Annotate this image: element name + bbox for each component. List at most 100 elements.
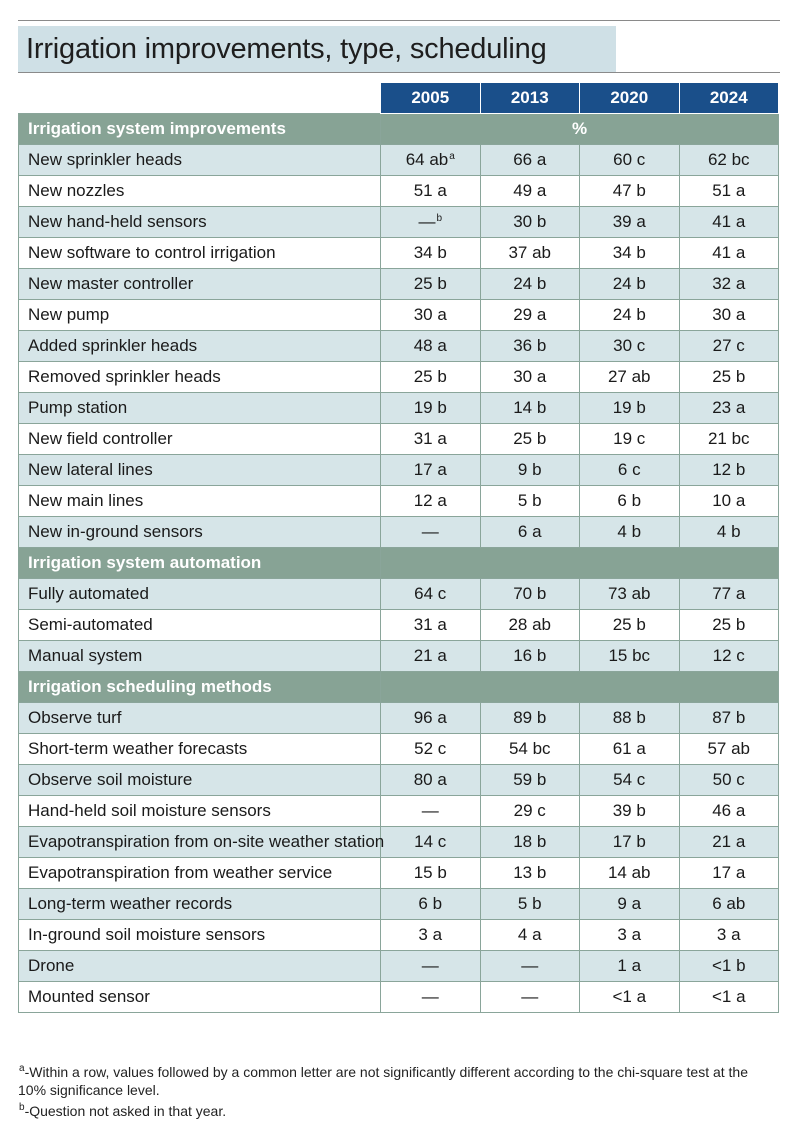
cell-value: 25 b	[712, 615, 746, 634]
value-cell: 30 b	[479, 206, 580, 238]
row-label: New nozzles	[18, 175, 381, 207]
cell-value: 14 ab	[607, 863, 651, 882]
cell-value: 88 b	[612, 708, 646, 727]
cell-value: 34 b	[413, 243, 447, 262]
value-cell: 34 b	[579, 237, 680, 269]
value-cell: 52 c	[380, 733, 481, 765]
value-cell: 88 b	[579, 702, 680, 734]
cell-value: 15 b	[413, 863, 447, 882]
row-label: Evapotranspiration from weather service	[18, 857, 381, 889]
cell-value: 51 a	[712, 181, 746, 200]
value-cell: 17 b	[579, 826, 680, 858]
cell-value: 24 b	[612, 305, 646, 324]
cell-value: 13 b	[513, 863, 547, 882]
value-cell: —	[479, 950, 580, 982]
value-cell: 54 c	[579, 764, 680, 796]
value-cell: 87 b	[678, 702, 779, 734]
value-cell: 25 b	[678, 609, 779, 641]
table-row: Evapotranspiration from on-site weather …	[18, 826, 779, 858]
cell-value: 6 b	[418, 894, 443, 913]
cell-value: 4 b	[716, 522, 741, 541]
value-cell: 41 a	[678, 237, 779, 269]
title-top-rule	[18, 20, 780, 21]
cell-value: 6 b	[617, 491, 642, 510]
value-cell: 62 bc	[678, 144, 779, 176]
value-cell: 14 b	[479, 392, 580, 424]
row-label: New master controller	[18, 268, 381, 300]
cell-value: 19 b	[612, 398, 646, 417]
value-cell: 19 b	[579, 392, 680, 424]
row-label: Added sprinkler heads	[18, 330, 381, 362]
value-cell: 48 a	[380, 330, 481, 362]
cell-value: 51 a	[413, 181, 447, 200]
cell-value: 24 b	[513, 274, 547, 293]
value-cell: 29 c	[479, 795, 580, 827]
cell-value: 6 ab	[712, 894, 746, 913]
value-cell: 36 b	[479, 330, 580, 362]
section-unit	[380, 547, 779, 579]
cell-value: 3 a	[716, 925, 741, 944]
value-cell: —	[479, 981, 580, 1013]
section-heading: Irrigation system improvements	[18, 113, 381, 145]
value-cell: <1 a	[678, 981, 779, 1013]
table-row: Long-term weather records 6 b 5 b 9 a 6 ab	[18, 888, 779, 920]
cell-value: 25 b	[413, 367, 447, 386]
value-cell: 6 ab	[678, 888, 779, 920]
table-row: Removed sprinkler heads 25 b 30 a 27 ab 25 b	[18, 361, 779, 393]
cell-value: 87 b	[712, 708, 746, 727]
value-cell: 30 a	[479, 361, 580, 393]
value-cell: 6 c	[579, 454, 680, 486]
cell-value: 10 a	[712, 491, 746, 510]
value-cell: 28 ab	[479, 609, 580, 641]
cell-value: 49 a	[513, 181, 547, 200]
value-cell: 25 b	[579, 609, 680, 641]
cell-value: 66 a	[513, 150, 547, 169]
value-cell: 37 ab	[479, 237, 580, 269]
value-cell: 39 b	[579, 795, 680, 827]
value-cell: 14 ab	[579, 857, 680, 889]
value-cell: 17 a	[380, 454, 481, 486]
cell-value: 6 a	[517, 522, 542, 541]
value-cell: 80 a	[380, 764, 481, 796]
cell-value: 52 c	[414, 739, 447, 758]
page-title: Irrigation improvements, type, schedulin…	[26, 32, 547, 65]
year-header: 2005	[380, 82, 481, 114]
value-cell: 46 a	[678, 795, 779, 827]
row-label: New sprinkler heads	[18, 144, 381, 176]
value-cell: 64 c	[380, 578, 481, 610]
cell-value: 54 c	[613, 770, 646, 789]
footnote-marker: a	[19, 1063, 25, 1074]
value-cell: 15 b	[380, 857, 481, 889]
cell-value: 70 b	[513, 584, 547, 603]
cell-value: 12 a	[413, 491, 447, 510]
value-cell: 18 b	[479, 826, 580, 858]
section-heading: Irrigation system automation	[18, 547, 381, 579]
row-label: New software to control irrigation	[18, 237, 381, 269]
value-cell: —b	[380, 206, 481, 238]
value-cell: 17 a	[678, 857, 779, 889]
cell-value: 48 a	[413, 336, 447, 355]
cell-value: 30 a	[513, 367, 547, 386]
value-cell: 25 b	[380, 268, 481, 300]
cell-value: —	[521, 987, 539, 1006]
value-cell: 27 ab	[579, 361, 680, 393]
table-row: Short-term weather forecasts 52 c 54 bc 61 …	[18, 733, 779, 765]
value-cell: 1 a	[579, 950, 680, 982]
cell-value: 41 a	[712, 243, 746, 262]
cell-value: 73 ab	[607, 584, 651, 603]
cell-value: 27 c	[712, 336, 745, 355]
section-unit: %	[380, 113, 779, 145]
cell-value: 50 c	[712, 770, 745, 789]
table-row: Pump station 19 b 14 b 19 b 23 a	[18, 392, 779, 424]
cell-value: 6 c	[617, 460, 641, 479]
cell-value: 24 b	[612, 274, 646, 293]
value-cell: 24 b	[579, 299, 680, 331]
value-cell: 34 b	[380, 237, 481, 269]
row-label: Removed sprinkler heads	[18, 361, 381, 393]
value-cell: —	[380, 981, 481, 1013]
value-cell: 57 ab	[678, 733, 779, 765]
value-cell: 25 b	[380, 361, 481, 393]
table-row: New software to control irrigation 34 b 37…	[18, 237, 779, 269]
cell-value: 4 a	[517, 925, 542, 944]
cell-value: 12 c	[712, 646, 745, 665]
